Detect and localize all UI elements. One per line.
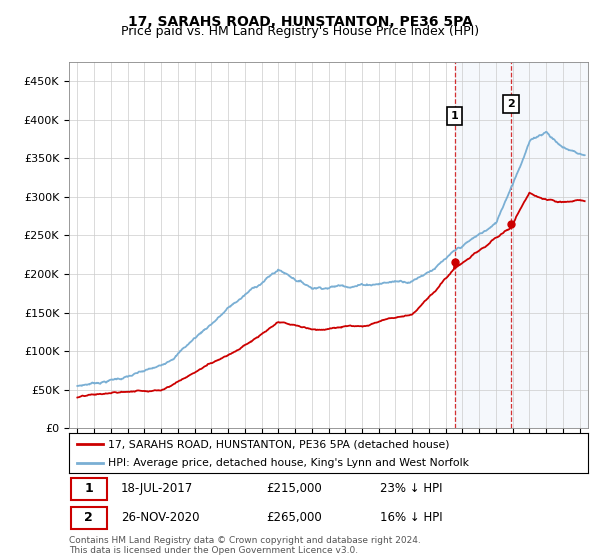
Text: 26-NOV-2020: 26-NOV-2020 xyxy=(121,511,199,524)
Text: 2: 2 xyxy=(85,511,93,524)
Text: 2: 2 xyxy=(507,99,515,109)
Text: 1: 1 xyxy=(85,482,93,495)
Text: 17, SARAHS ROAD, HUNSTANTON, PE36 5PA (detached house): 17, SARAHS ROAD, HUNSTANTON, PE36 5PA (d… xyxy=(108,439,449,449)
FancyBboxPatch shape xyxy=(71,507,107,529)
Text: HPI: Average price, detached house, King's Lynn and West Norfolk: HPI: Average price, detached house, King… xyxy=(108,458,469,468)
Text: 23% ↓ HPI: 23% ↓ HPI xyxy=(380,482,443,495)
Text: 17, SARAHS ROAD, HUNSTANTON, PE36 5PA: 17, SARAHS ROAD, HUNSTANTON, PE36 5PA xyxy=(128,15,472,29)
Text: Price paid vs. HM Land Registry's House Price Index (HPI): Price paid vs. HM Land Registry's House … xyxy=(121,25,479,38)
Bar xyxy=(455,62,588,428)
Text: 16% ↓ HPI: 16% ↓ HPI xyxy=(380,511,443,524)
Text: £215,000: £215,000 xyxy=(266,482,322,495)
Text: 1: 1 xyxy=(451,111,458,120)
Text: Contains HM Land Registry data © Crown copyright and database right 2024.
This d: Contains HM Land Registry data © Crown c… xyxy=(69,536,421,556)
Text: £265,000: £265,000 xyxy=(266,511,322,524)
FancyBboxPatch shape xyxy=(71,478,107,500)
Text: 18-JUL-2017: 18-JUL-2017 xyxy=(121,482,193,495)
